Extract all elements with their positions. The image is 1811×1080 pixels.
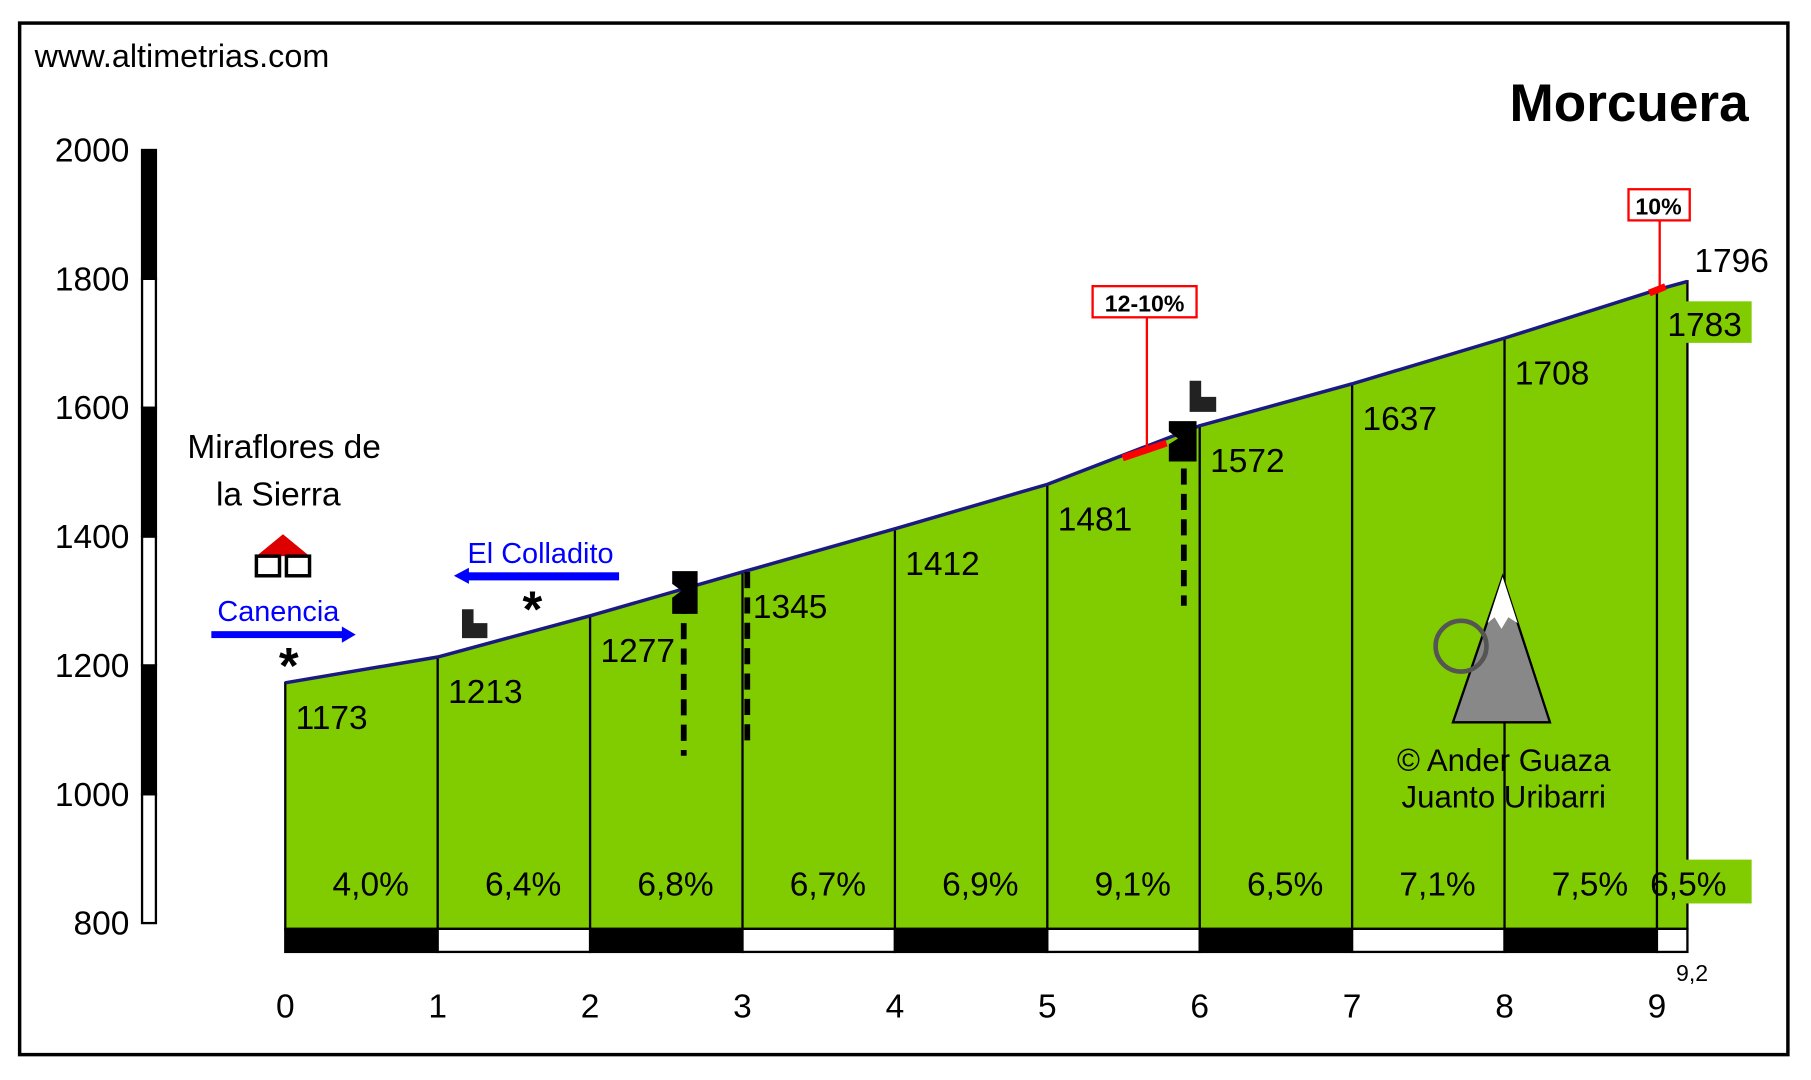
- chart-title: Morcuera: [1510, 74, 1750, 133]
- profile-line: [284, 279, 1688, 685]
- km-bar: [1198, 927, 1354, 954]
- elevation-label: 1412: [905, 546, 980, 583]
- gradient-label: 6,7%: [790, 866, 866, 903]
- elevation-label: 1345: [753, 589, 828, 626]
- elevation-label: 1173: [296, 700, 368, 737]
- y-tick-label: 1200: [55, 648, 130, 685]
- credit: Juanto Uribarri: [1402, 780, 1606, 815]
- start-label: la Sierra: [216, 476, 341, 513]
- km-bar: [1046, 927, 1201, 954]
- elevation-label: 1277: [600, 633, 675, 670]
- y-tick-label: 1000: [55, 777, 130, 814]
- elevation-label: 1213: [448, 674, 523, 711]
- gradient-label: 6,8%: [637, 866, 713, 903]
- gradient-label: 7,5%: [1552, 866, 1628, 903]
- colladito-label: El Colladito: [468, 538, 614, 570]
- callout-text: 10%: [1635, 194, 1681, 220]
- km-bar: [284, 927, 439, 954]
- frame: [17, 21, 1790, 1057]
- gradient-label: 6,4%: [485, 866, 561, 903]
- y-tick-label: 1600: [55, 390, 130, 427]
- callout-box: [1627, 188, 1691, 222]
- steep-segment: [1648, 283, 1667, 297]
- x-tick-label: 1: [428, 989, 447, 1026]
- y-axis-bar: [140, 406, 158, 538]
- gradient-label: 6,9%: [942, 866, 1018, 903]
- callout-box: [1091, 285, 1198, 319]
- x-tick-label: 0: [276, 989, 295, 1026]
- km-bar: [1503, 927, 1659, 954]
- y-axis-bar: [140, 148, 158, 280]
- x-tick-label: 7: [1343, 989, 1362, 1026]
- callout-text: 12-10%: [1105, 291, 1185, 317]
- y-axis-bar: [140, 664, 158, 796]
- x-tick-label: 5: [1038, 989, 1057, 1026]
- y-tick-label: 1800: [55, 261, 130, 298]
- y-tick-label: 800: [73, 906, 129, 943]
- y-axis-bar: [140, 793, 158, 925]
- x-tick-label: 6: [1190, 989, 1209, 1026]
- fountain-icon: [461, 609, 488, 639]
- y-tick-label: 1400: [55, 519, 130, 556]
- x-tick-label: 2: [581, 989, 600, 1026]
- elevation-label: 1783: [1667, 307, 1742, 344]
- pass-icon: [672, 571, 698, 614]
- steep-segment: [1121, 439, 1168, 462]
- credit: © Ander Guaza: [1397, 743, 1611, 778]
- arrow-left: [453, 567, 620, 584]
- gradient-label: 9,1%: [1095, 866, 1171, 903]
- elevation-label: 1481: [1058, 502, 1133, 539]
- gradient-label: 6,5%: [1247, 866, 1323, 903]
- elevation-label: 1796: [1694, 243, 1769, 280]
- km-bar: [588, 927, 744, 954]
- canencia-label: Canencia: [217, 596, 340, 628]
- x-tick-label: 8: [1495, 989, 1514, 1026]
- site-url: www.altimetrias.com: [34, 38, 330, 74]
- km-bar: [893, 927, 1049, 954]
- fountain-icon: [1189, 380, 1217, 412]
- plot: 1173121312771345141214811572163717081783…: [55, 133, 1769, 1026]
- x-tick-label: 3: [733, 989, 752, 1026]
- start-label: Miraflores de: [187, 429, 381, 466]
- gradient-label: 7,1%: [1399, 866, 1475, 903]
- km-bar: [1350, 927, 1506, 954]
- km-bar: [436, 927, 592, 954]
- y-axis-bar: [140, 277, 158, 409]
- y-axis-bar: [140, 535, 158, 667]
- asterisk: *: [523, 581, 543, 638]
- pass-icon: [1168, 421, 1197, 462]
- elevation-label: 1637: [1363, 401, 1438, 438]
- gradient-label: 6,5%: [1650, 866, 1726, 903]
- x-tick-label: 9,2: [1676, 960, 1708, 986]
- logo-mountain: [1433, 573, 1552, 724]
- gradient-label: 4,0%: [333, 866, 409, 903]
- y-tick-label: 2000: [55, 133, 130, 170]
- label-box: [1656, 859, 1752, 904]
- elevation-label: 1708: [1515, 355, 1590, 392]
- km-bar: [1655, 927, 1689, 954]
- elevation-label: 1572: [1210, 443, 1285, 480]
- label-box: [1656, 301, 1752, 343]
- km-bar: [741, 927, 897, 954]
- x-tick-label: 9: [1648, 989, 1667, 1026]
- x-tick-label: 4: [886, 989, 905, 1026]
- arrow-right: [211, 626, 356, 643]
- town-icon: [254, 534, 312, 578]
